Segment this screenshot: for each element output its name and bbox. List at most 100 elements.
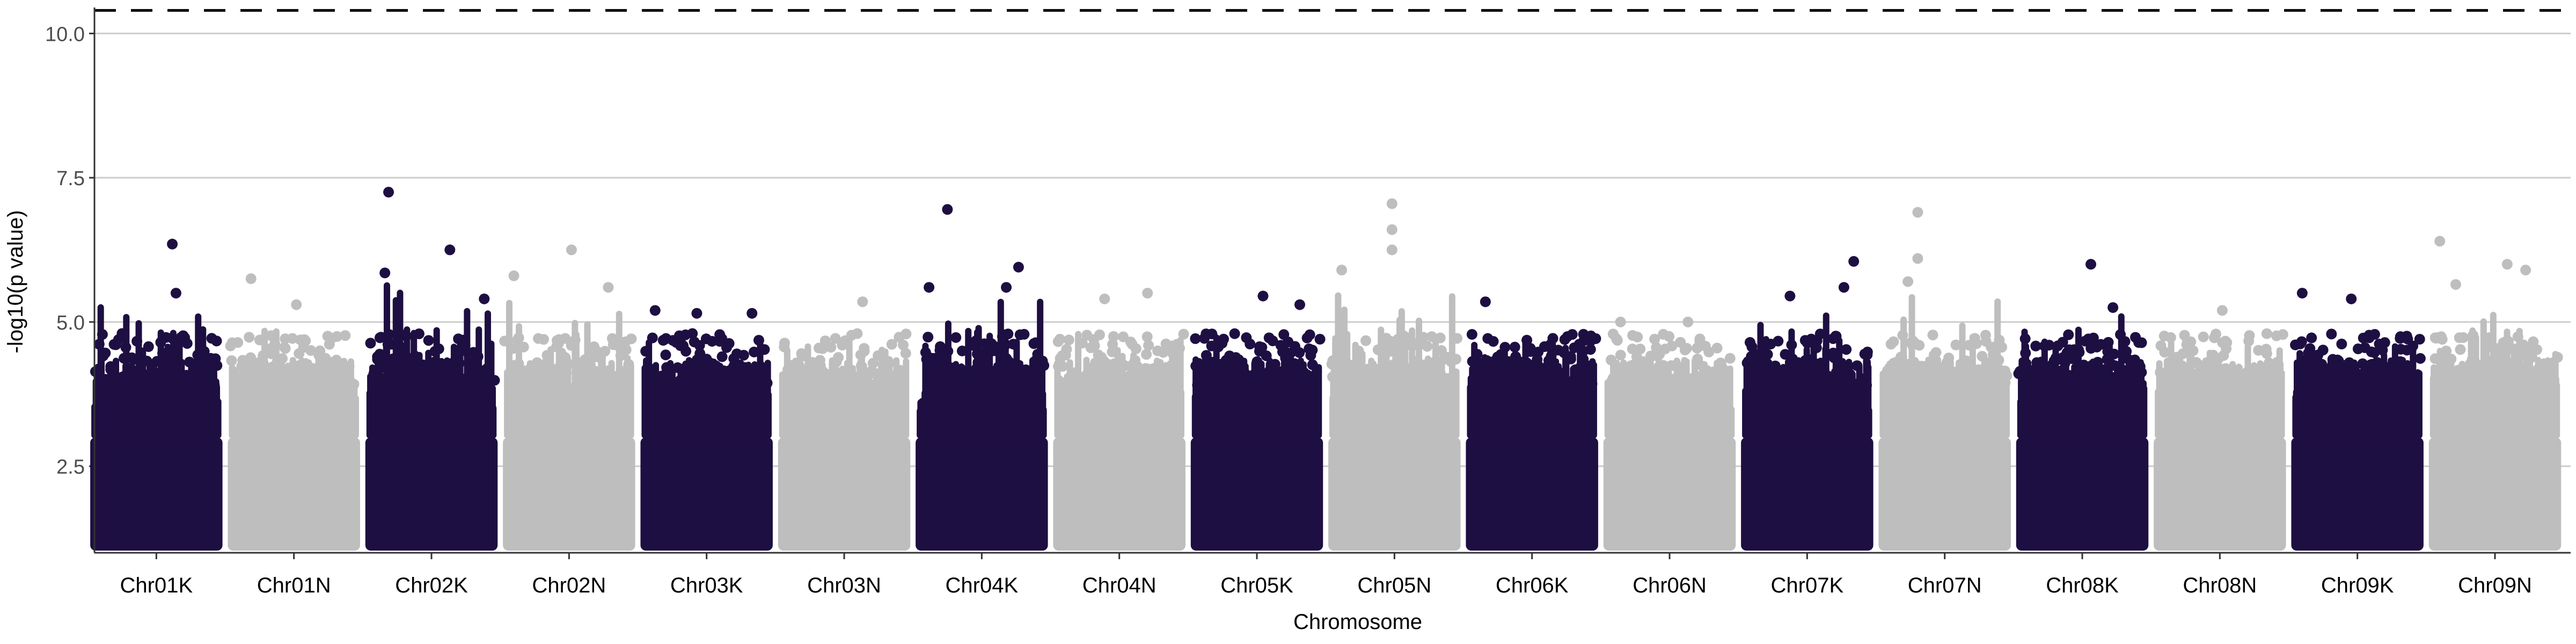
x-tick-label: Chr03K <box>670 574 743 597</box>
x-tick-label: Chr07K <box>1771 574 1844 597</box>
scatter-point <box>2369 329 2380 340</box>
dense-band <box>365 437 498 551</box>
x-tick-label: Chr08N <box>2183 574 2257 597</box>
scatter-point <box>2073 344 2084 355</box>
scatter-point <box>1927 330 1938 341</box>
profile-bar <box>1590 361 1597 438</box>
scatter-point <box>181 338 193 349</box>
scatter-point <box>199 346 210 357</box>
scatter-point <box>2001 370 2012 382</box>
y-tick-label: 10.0 <box>45 23 85 46</box>
scatter-point <box>2088 332 2099 343</box>
scatter-point <box>1054 334 1065 345</box>
chromosome-Chr07K <box>1741 312 1874 551</box>
scatter-point <box>1094 329 1105 340</box>
scatter-point <box>830 333 841 344</box>
scatter-point <box>1996 341 2008 353</box>
scatter-point <box>374 363 385 375</box>
scatter-point <box>1304 329 1315 340</box>
scatter-point <box>2165 332 2176 343</box>
x-tick-label: Chr08K <box>2046 574 2119 597</box>
notable-point <box>747 308 758 319</box>
scatter-point <box>1950 339 1962 350</box>
dense-band <box>2016 437 2149 551</box>
scatter-point <box>1509 341 1520 353</box>
scatter-point <box>305 345 317 356</box>
dense-band <box>1878 437 2011 551</box>
scatter-point <box>518 341 529 353</box>
notable-point <box>1386 244 1397 255</box>
scatter-point <box>1213 341 1224 353</box>
notable-point <box>479 293 490 304</box>
scatter-point <box>1229 328 1240 339</box>
chromosome-Chr09N <box>2428 311 2563 551</box>
chromosome-Chr05K <box>1190 328 1326 551</box>
scatter-point <box>1413 340 1424 351</box>
dense-band <box>1603 437 1736 551</box>
x-tick-label: Chr02K <box>395 574 468 597</box>
notable-point <box>1902 276 1914 287</box>
scatter-point <box>2436 334 2448 345</box>
profile-bar <box>627 362 634 438</box>
notable-point <box>1682 316 1694 327</box>
scatter-point <box>950 332 962 343</box>
scatter-point <box>1703 346 1715 357</box>
scatter-point <box>1632 332 1643 343</box>
chromosome-Chr03K <box>640 328 773 551</box>
scatter-point <box>1190 333 1201 345</box>
scatter-point <box>343 361 355 372</box>
notable-points <box>116 187 2531 339</box>
scatter-point <box>852 328 863 339</box>
scatter-point <box>1521 334 1533 346</box>
scatter-point <box>1141 349 1152 360</box>
scatter-point <box>1930 347 1942 358</box>
scatter-point <box>2481 341 2492 353</box>
notable-point <box>508 270 519 281</box>
notable-point <box>1099 293 1110 304</box>
notable-point <box>1838 282 1849 293</box>
scatter-point <box>1711 342 1723 354</box>
profile-bar <box>765 391 772 438</box>
scatter-point <box>620 344 632 355</box>
scatter-point <box>956 345 968 356</box>
scatter-point <box>1037 355 1048 367</box>
scatter-point <box>513 358 524 369</box>
scatter-point <box>1239 367 1250 378</box>
scatter-point <box>1666 340 1678 352</box>
scatter-point <box>2277 329 2288 340</box>
scatter-point <box>1314 334 1326 345</box>
scatter-point <box>1971 338 1982 349</box>
x-tick-label: Chr05N <box>1357 574 1431 597</box>
scatter-point <box>384 329 395 340</box>
profile-bar <box>2003 380 2010 438</box>
scatter-point <box>280 343 291 354</box>
notable-point <box>2107 302 2119 313</box>
profile-bar <box>2416 370 2423 438</box>
notable-point <box>1013 261 1024 273</box>
scatter-point <box>2407 340 2419 352</box>
dense-band <box>1466 437 1598 551</box>
scatter-point <box>987 345 999 356</box>
scatter-point <box>1681 342 1692 354</box>
scatter-point <box>1615 349 1626 361</box>
scatter-point <box>2446 353 2457 364</box>
scatter-point <box>2457 332 2469 343</box>
scatter-point <box>626 333 637 345</box>
profile-bar <box>1453 368 1460 438</box>
scatter-point <box>1422 341 1433 352</box>
scatter-point <box>687 328 698 339</box>
scatter-point <box>1178 328 1189 340</box>
scatter-point <box>723 338 735 349</box>
chromosome-Chr02N <box>499 299 637 551</box>
chromosome-Chr01K <box>90 304 223 551</box>
dense-band <box>90 437 223 551</box>
scatter-point <box>2019 333 2031 345</box>
profile-bar <box>490 405 497 438</box>
chromosome-Chr08K <box>2013 313 2149 551</box>
profile-bar <box>2553 382 2560 438</box>
scatter-point <box>884 357 895 369</box>
notable-point <box>379 267 391 279</box>
scatter-point <box>924 372 935 384</box>
notable-point <box>1848 256 1860 267</box>
profile-bar <box>1865 407 1872 438</box>
